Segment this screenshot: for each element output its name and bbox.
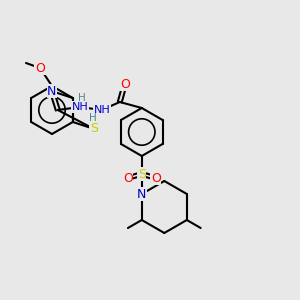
Text: O: O: [123, 172, 133, 184]
Text: H: H: [89, 113, 97, 123]
Text: N: N: [47, 85, 56, 98]
Text: O: O: [151, 172, 161, 184]
Text: S: S: [138, 167, 146, 181]
Text: S: S: [90, 122, 98, 135]
Text: O: O: [35, 61, 45, 74]
Text: O: O: [120, 77, 130, 91]
Text: NH: NH: [93, 105, 110, 115]
Text: N: N: [137, 188, 146, 200]
Text: H: H: [78, 93, 86, 103]
Text: NH: NH: [71, 102, 88, 112]
